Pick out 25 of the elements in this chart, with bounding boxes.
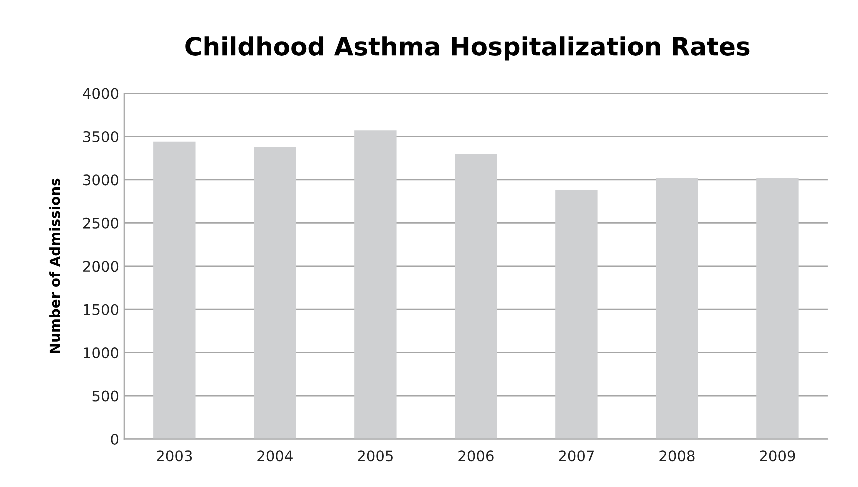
x-tick-label: 2008 bbox=[660, 450, 695, 462]
y-axis-title: Number of Admissions bbox=[50, 178, 60, 354]
bar bbox=[455, 154, 498, 440]
bar bbox=[556, 190, 598, 440]
y-tick-label: 2500 bbox=[84, 218, 119, 229]
y-tick-label: 500 bbox=[92, 390, 119, 402]
x-tick-label: 2006 bbox=[458, 450, 494, 462]
bar bbox=[354, 130, 397, 440]
x-tick-label: 2004 bbox=[258, 450, 293, 462]
y-tick-label: 2000 bbox=[84, 261, 119, 272]
bar bbox=[154, 142, 196, 440]
y-tick-label: 3000 bbox=[84, 174, 119, 186]
bar bbox=[656, 178, 698, 440]
bar bbox=[756, 178, 799, 440]
bar bbox=[254, 147, 296, 440]
x-tick-label: 2009 bbox=[760, 450, 796, 462]
y-tick-label: 0 bbox=[111, 434, 119, 446]
x-tick-label: 2007 bbox=[559, 450, 594, 462]
y-tick-label: 1000 bbox=[84, 348, 119, 359]
y-tick-label: 4000 bbox=[83, 88, 119, 100]
x-tick-label: 2003 bbox=[157, 450, 192, 462]
y-tick-label: 3500 bbox=[84, 131, 119, 142]
chart-title: Childhood Asthma Hospitalization Rates bbox=[186, 36, 750, 61]
y-tick-label: 1500 bbox=[84, 304, 119, 316]
x-tick-label: 2005 bbox=[358, 450, 393, 462]
